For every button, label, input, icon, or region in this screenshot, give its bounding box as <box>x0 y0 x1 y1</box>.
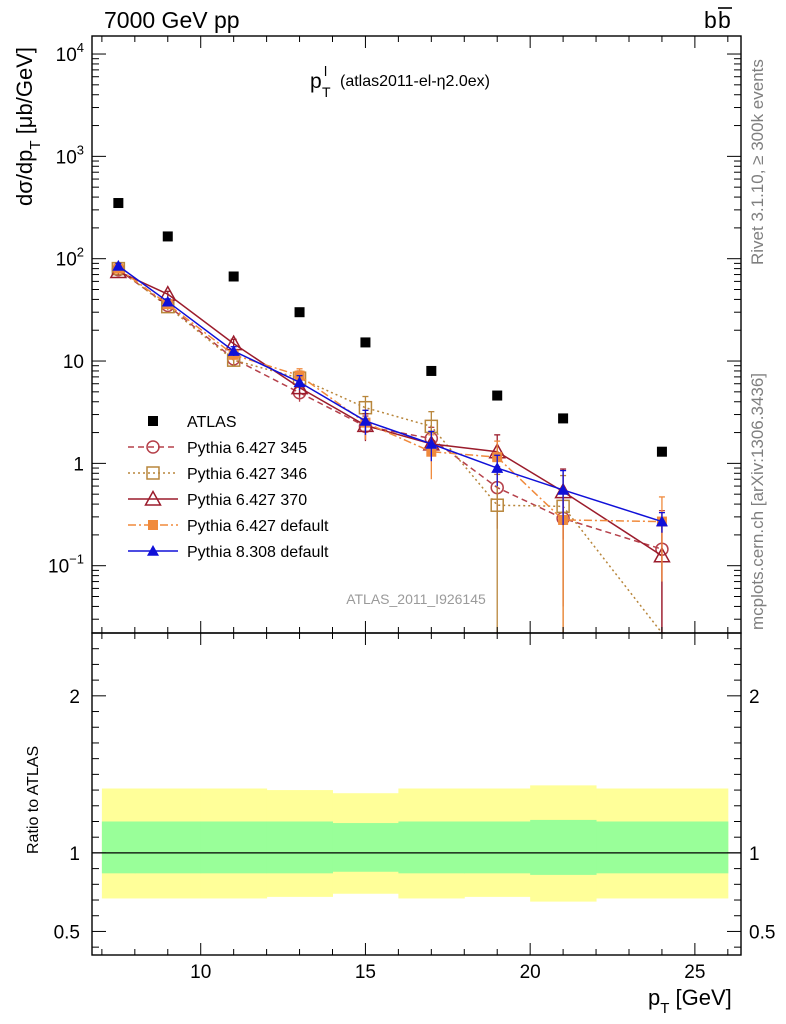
legend-label: Pythia 6.427 346 <box>187 466 307 483</box>
legend-entry: Pythia 6.427 370 <box>128 489 307 509</box>
legend-entry: Pythia 8.308 default <box>128 544 329 561</box>
legend-marker <box>148 416 158 426</box>
data-point <box>655 515 668 527</box>
atlas-data-point <box>228 271 239 282</box>
ratio-inner-band <box>134 821 202 874</box>
atlas-data-point <box>656 446 667 457</box>
ratio-tick-label-right: 0.5 <box>749 922 775 943</box>
process-label: b b <box>704 7 732 33</box>
series-line <box>117 268 662 523</box>
legend-marker <box>146 440 160 454</box>
svg-text:dσ/dpT [μb/GeV]: dσ/dpT [μb/GeV] <box>12 47 44 206</box>
atlas-data-point <box>113 198 124 209</box>
ratio-tick-label-left: 0.5 <box>54 922 80 943</box>
ratio-inner-band <box>200 821 268 874</box>
atlas-data-point <box>426 365 437 376</box>
x-tick-label: 15 <box>355 962 376 983</box>
y-tick-label: 104 <box>56 40 84 66</box>
legend-entry: Pythia 6.427 default <box>128 518 329 535</box>
x-tick-label: 25 <box>684 962 705 983</box>
atlas-data-point <box>162 231 173 242</box>
ratio-inner-band <box>332 823 399 872</box>
legend-label: Pythia 6.427 370 <box>187 492 307 509</box>
y-tick-label: 102 <box>56 245 84 271</box>
mc-series-5 <box>112 259 668 533</box>
legend-entry: Pythia 6.427 346 <box>128 466 307 483</box>
ratio-tick-label-right: 1 <box>749 844 760 865</box>
ratio-axis-title: Ratio to ATLAS <box>25 746 42 854</box>
legend-marker <box>146 466 160 480</box>
legend-marker <box>147 545 159 556</box>
ratio-tick-label-right: 2 <box>749 687 760 708</box>
beam-energy-label: 7000 GeV pp <box>104 7 240 33</box>
axes: 10 15 20 25 10−1 1 10 102 103 104 0.5 0.5 1 1 2 2 <box>48 35 775 983</box>
legend-marker <box>148 520 158 530</box>
rivet-version-label: Rivet 3.1.10, ≥ 300k events <box>748 59 767 265</box>
data-point <box>491 462 504 473</box>
data-point <box>112 259 125 271</box>
ratio-inner-band <box>464 821 531 874</box>
ratio-tick-label-left: 1 <box>69 844 80 865</box>
atlas-data-point <box>360 337 371 348</box>
legend-marker <box>144 489 162 506</box>
legend-label: ATLAS <box>187 414 237 431</box>
legend: ATLAS Pythia 6.427 345 Pythia 6.427 346 Pyt… <box>128 414 329 561</box>
series-line <box>117 265 663 523</box>
main-panel-marks <box>109 198 671 634</box>
svg-text:T: T <box>322 84 331 100</box>
ratio-frame <box>91 632 742 956</box>
ratio-inner-band <box>266 821 333 874</box>
data-point <box>359 414 372 426</box>
ratio-inner-band <box>398 821 465 874</box>
y-tick-label: 103 <box>56 142 84 168</box>
ratio-tick-label-left: 2 <box>69 687 80 708</box>
svg-text:l: l <box>324 63 327 79</box>
x-axis-title: pT [GeV] <box>648 985 732 1017</box>
svg-text:p: p <box>310 70 322 93</box>
ratio-inner-band <box>101 821 136 874</box>
atlas-data-series <box>113 198 667 457</box>
x-tick-label: 20 <box>520 962 541 983</box>
svg-text:b: b <box>704 7 717 33</box>
legend-label: Pythia 6.427 345 <box>187 440 307 457</box>
data-point <box>490 498 504 512</box>
y-tick-label: 1 <box>73 454 84 475</box>
ratio-inner-band <box>530 819 597 875</box>
y-tick-label: 10 <box>63 352 84 373</box>
mcplots-reference-label: mcplots.cern.ch [arXiv:1306.3436] <box>748 373 767 630</box>
svg-text:pT [GeV]: pT [GeV] <box>648 985 732 1017</box>
atlas-data-point <box>492 390 503 401</box>
legend-label: Pythia 8.308 default <box>187 544 329 561</box>
data-point <box>425 437 438 449</box>
legend-label: Pythia 6.427 default <box>187 518 329 535</box>
y-tick-label: 10−1 <box>48 552 84 578</box>
x-tick-label: 10 <box>190 962 211 983</box>
atlas-data-point <box>558 413 569 424</box>
ratio-uncertainty-bands <box>101 785 729 902</box>
atlas-data-point <box>294 307 305 318</box>
legend-entry: ATLAS <box>148 414 237 431</box>
data-point <box>227 345 240 356</box>
svg-text:(atlas2011-el-η2.0ex): (atlas2011-el-η2.0ex) <box>340 73 490 90</box>
plot-title: p l T (atlas2011-el-η2.0ex) <box>310 63 490 100</box>
data-point <box>557 483 570 495</box>
legend-entry: Pythia 6.427 345 <box>128 440 307 457</box>
data-point <box>161 295 174 307</box>
series-line <box>117 268 663 634</box>
data-point <box>293 376 306 388</box>
y-axis-title: dσ/dpT [μb/GeV] <box>12 47 44 206</box>
analysis-watermark: ATLAS_2011_I926145 <box>346 591 486 607</box>
ratio-inner-band <box>596 821 729 874</box>
svg-text:b: b <box>718 7 731 33</box>
